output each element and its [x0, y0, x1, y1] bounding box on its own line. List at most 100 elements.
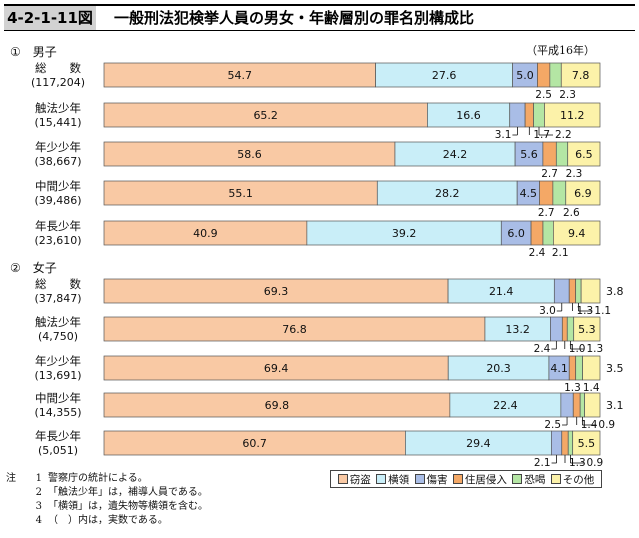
- row-label: 触法少年: [35, 315, 81, 329]
- row-count: (14,355): [34, 406, 81, 419]
- bar-segment: [427, 102, 511, 128]
- data-label: 65.2: [253, 109, 278, 122]
- footnote-4: 4 （ ）内は，実数である。: [6, 514, 208, 528]
- bar-segment: [567, 141, 601, 167]
- row-count: (117,204): [31, 76, 85, 89]
- footnote-3: 3 「横領」は，遺失物等横領を含む。: [6, 500, 208, 514]
- footnote-text: 「横領」は，遺失物等横領を含む。: [48, 501, 208, 512]
- data-label: 69.8: [265, 399, 290, 412]
- row-label: 中間少年: [35, 391, 81, 405]
- footnote-1: 注 1 警察庁の統計による。: [6, 472, 208, 486]
- data-label-small: 2.2: [555, 129, 572, 141]
- footnote-lead: [6, 514, 28, 528]
- data-label: 7.8: [572, 69, 590, 82]
- bar-segment: [552, 180, 567, 206]
- data-label-small: 2.5: [544, 419, 561, 431]
- bar-segment: [567, 430, 574, 456]
- unit-note: （平成16年）: [526, 44, 595, 57]
- data-label-small: 2.6: [563, 207, 580, 219]
- bar-segment: [561, 430, 569, 456]
- bar-segment: [544, 102, 601, 128]
- data-label-small: 0.9: [598, 419, 615, 431]
- bar-segment: [103, 355, 449, 381]
- bar-segment: [514, 141, 544, 167]
- data-label: 5.0: [516, 69, 534, 82]
- row-count: (39,486): [34, 194, 81, 207]
- bar-segment: [500, 220, 532, 246]
- bar-segment: [103, 430, 406, 456]
- bar-segment: [447, 355, 550, 381]
- bar-segment: [103, 392, 451, 418]
- data-label-small: 3.1: [495, 129, 512, 141]
- bar-segment: [550, 316, 563, 342]
- bar-segment: [579, 392, 585, 418]
- bar-segment: [512, 62, 538, 88]
- bar-segment: [533, 102, 545, 128]
- data-label-small: 2.7: [541, 168, 558, 180]
- legend-label: 窃盗: [349, 473, 371, 486]
- row-label: 触法少年: [35, 101, 81, 115]
- legend-label: 住居侵入: [464, 473, 507, 486]
- bar-segment: [561, 316, 568, 342]
- bar-segment: [582, 355, 601, 381]
- data-label: 54.7: [228, 69, 253, 82]
- data-label: 76.8: [282, 323, 307, 336]
- row-label: 年長少年: [35, 429, 81, 443]
- row-label: 総 数: [35, 61, 81, 75]
- data-label: 22.4: [493, 399, 518, 412]
- data-label-small: 2.1: [534, 457, 551, 469]
- figure-title-bar: 4-2-1-11図 一般刑法犯検挙人員の男女・年齢層別の罪名別構成比: [4, 4, 635, 31]
- data-label-small: 1.3: [586, 343, 603, 355]
- bar-segment: [555, 141, 569, 167]
- row-label: 年長少年: [35, 219, 81, 233]
- data-label: 69.3: [264, 285, 289, 298]
- bar-segment: [549, 62, 562, 88]
- bar-segment: [580, 278, 601, 304]
- bar-segment: [509, 102, 526, 128]
- row-count: (15,441): [34, 116, 81, 129]
- legend-swatch: [512, 474, 523, 484]
- bar-segment: [539, 180, 554, 206]
- figure-number: 4-2-1-11図: [4, 6, 96, 30]
- legend-label: 傷害: [426, 473, 448, 486]
- data-label: 5.6: [520, 148, 538, 161]
- bar-segment: [103, 141, 396, 167]
- bar-segment: [103, 102, 428, 128]
- data-label-small: 2.4: [529, 247, 546, 259]
- data-label: 28.2: [435, 187, 460, 200]
- footnote-lead: [6, 500, 28, 514]
- footnotes: 注 1 警察庁の統計による。 2 「触法少年」は，補導人員である。 3 「横領」…: [6, 472, 208, 528]
- bar-segment: [103, 220, 308, 246]
- data-label-small: 2.7: [538, 207, 555, 219]
- footnote-lead: 注: [6, 473, 16, 484]
- data-label: 55.1: [228, 187, 253, 200]
- footnote-number: 3: [35, 501, 42, 512]
- data-label-small: 1.3: [564, 382, 581, 394]
- bar-segment: [394, 141, 516, 167]
- row-label: 中間少年: [35, 179, 81, 193]
- data-label: 40.9: [193, 227, 218, 240]
- data-label: 21.4: [489, 285, 514, 298]
- data-label: 5.5: [578, 437, 596, 450]
- legend-swatch: [337, 474, 348, 484]
- bar-segment: [103, 278, 449, 304]
- footnote-text: 警察庁の統計による。: [48, 473, 148, 484]
- data-label-right: 3.1: [606, 399, 624, 412]
- data-label: 29.4: [466, 437, 491, 450]
- footnote-text: 「触法少年」は，補導人員である。: [48, 487, 208, 498]
- data-label: 5.3: [578, 323, 596, 336]
- bar-segment: [560, 62, 601, 88]
- row-count: (5,051): [38, 444, 78, 457]
- data-label: 60.7: [242, 437, 267, 450]
- legend-label: その他: [562, 473, 595, 486]
- legend-item-embezzlement: 横領: [376, 472, 409, 487]
- bar-segment: [575, 278, 582, 304]
- row-label: 年少少年: [35, 140, 81, 154]
- footnote-number: 4: [35, 515, 42, 526]
- data-label: 6.9: [574, 187, 592, 200]
- bar-segment: [542, 220, 554, 246]
- footnote-2: 2 「触法少年」は，補導人員である。: [6, 486, 208, 500]
- legend-swatch: [452, 474, 463, 484]
- data-label-small: 0.9: [586, 457, 603, 469]
- data-label: 24.2: [443, 148, 468, 161]
